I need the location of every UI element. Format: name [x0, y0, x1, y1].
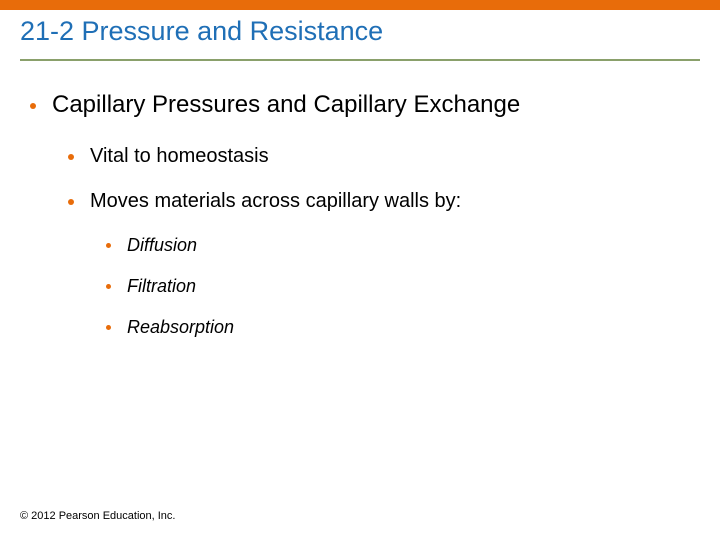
bullet-l2: Moves materials across capillary walls b… — [68, 190, 690, 213]
l3-text: Filtration — [127, 276, 196, 297]
content-area: Capillary Pressures and Capillary Exchan… — [0, 61, 720, 338]
l2-text: Moves materials across capillary walls b… — [90, 190, 461, 213]
bullet-icon — [106, 325, 111, 330]
l3-text: Reabsorption — [127, 317, 234, 338]
bullet-icon — [106, 243, 111, 248]
bullet-l3: Filtration — [106, 276, 690, 297]
bullet-l1: Capillary Pressures and Capillary Exchan… — [30, 91, 690, 119]
copyright-footer: © 2012 Pearson Education, Inc. — [20, 510, 175, 522]
l3-text: Diffusion — [127, 235, 197, 256]
bullet-icon — [68, 154, 74, 160]
bullet-icon — [106, 284, 111, 289]
bullet-l3: Diffusion — [106, 235, 690, 256]
title-area: 21-2 Pressure and Resistance — [0, 10, 720, 55]
bullet-l3: Reabsorption — [106, 317, 690, 338]
bullet-icon — [68, 199, 74, 205]
l1-text: Capillary Pressures and Capillary Exchan… — [52, 91, 520, 119]
l2-text: Vital to homeostasis — [90, 145, 269, 168]
bullet-l2: Vital to homeostasis — [68, 145, 690, 168]
accent-top-bar — [0, 0, 720, 10]
slide-title: 21-2 Pressure and Resistance — [20, 16, 700, 47]
bullet-icon — [30, 103, 36, 109]
